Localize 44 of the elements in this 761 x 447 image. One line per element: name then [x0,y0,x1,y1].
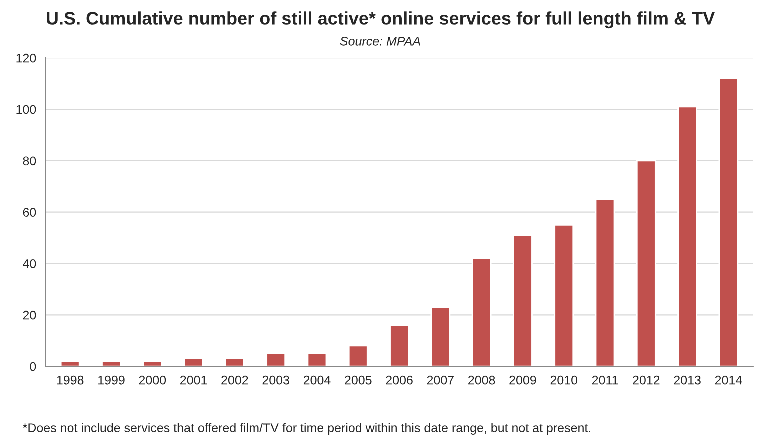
chart-title: U.S. Cumulative number of still active* online services for full length film & TV [47,12,715,29]
x-tick-label: 2004 [304,376,331,385]
bar [595,198,616,367]
bar [718,78,739,367]
bar [554,224,574,367]
bar [184,358,204,367]
bar [513,234,533,367]
bar [430,306,451,367]
y-tick-label: 100 [16,105,36,114]
bar [636,160,656,367]
bar [224,358,245,367]
x-tick-label: 2012 [633,376,660,385]
x-tick-label: 2011 [592,376,618,385]
x-tick-label: 2005 [345,376,372,385]
y-tick-label: 0 [30,362,36,372]
x-tick-label: 2006 [386,376,413,385]
y-tick-label: 40 [23,260,36,268]
bar [472,258,492,367]
x-tick-label: 1999 [98,376,125,385]
y-tick-label: 120 [16,54,36,63]
x-tick-label: 2002 [222,376,248,385]
bar [142,360,163,367]
bar [678,106,698,367]
y-tick-label: 60 [23,208,36,217]
text: *Does not include services that offered film/TV for time period within this date range, but not at present. [23,423,591,435]
bar [348,345,368,367]
bar [390,324,410,367]
x-tick-label: 2000 [139,376,166,385]
bar [102,360,122,367]
x-tick-label: 2009 [510,376,536,385]
y-tick-label: 80 [23,156,36,166]
x-tick-label: 2003 [262,376,290,385]
y-tick-label: 20 [23,310,36,320]
chart-subtitle: Source: MPAA [340,36,420,46]
x-tick-label: 2008 [468,376,496,385]
x-tick-label: 2007 [427,376,454,385]
bar [60,360,80,367]
x-tick-label: 2001 [180,376,208,385]
x-tick-label: 2014 [715,376,742,385]
x-tick-label: 2010 [550,376,578,385]
bar [266,352,286,367]
bar [307,352,328,367]
x-tick-label: 2013 [674,376,701,385]
x-tick-label: 1998 [57,376,84,385]
